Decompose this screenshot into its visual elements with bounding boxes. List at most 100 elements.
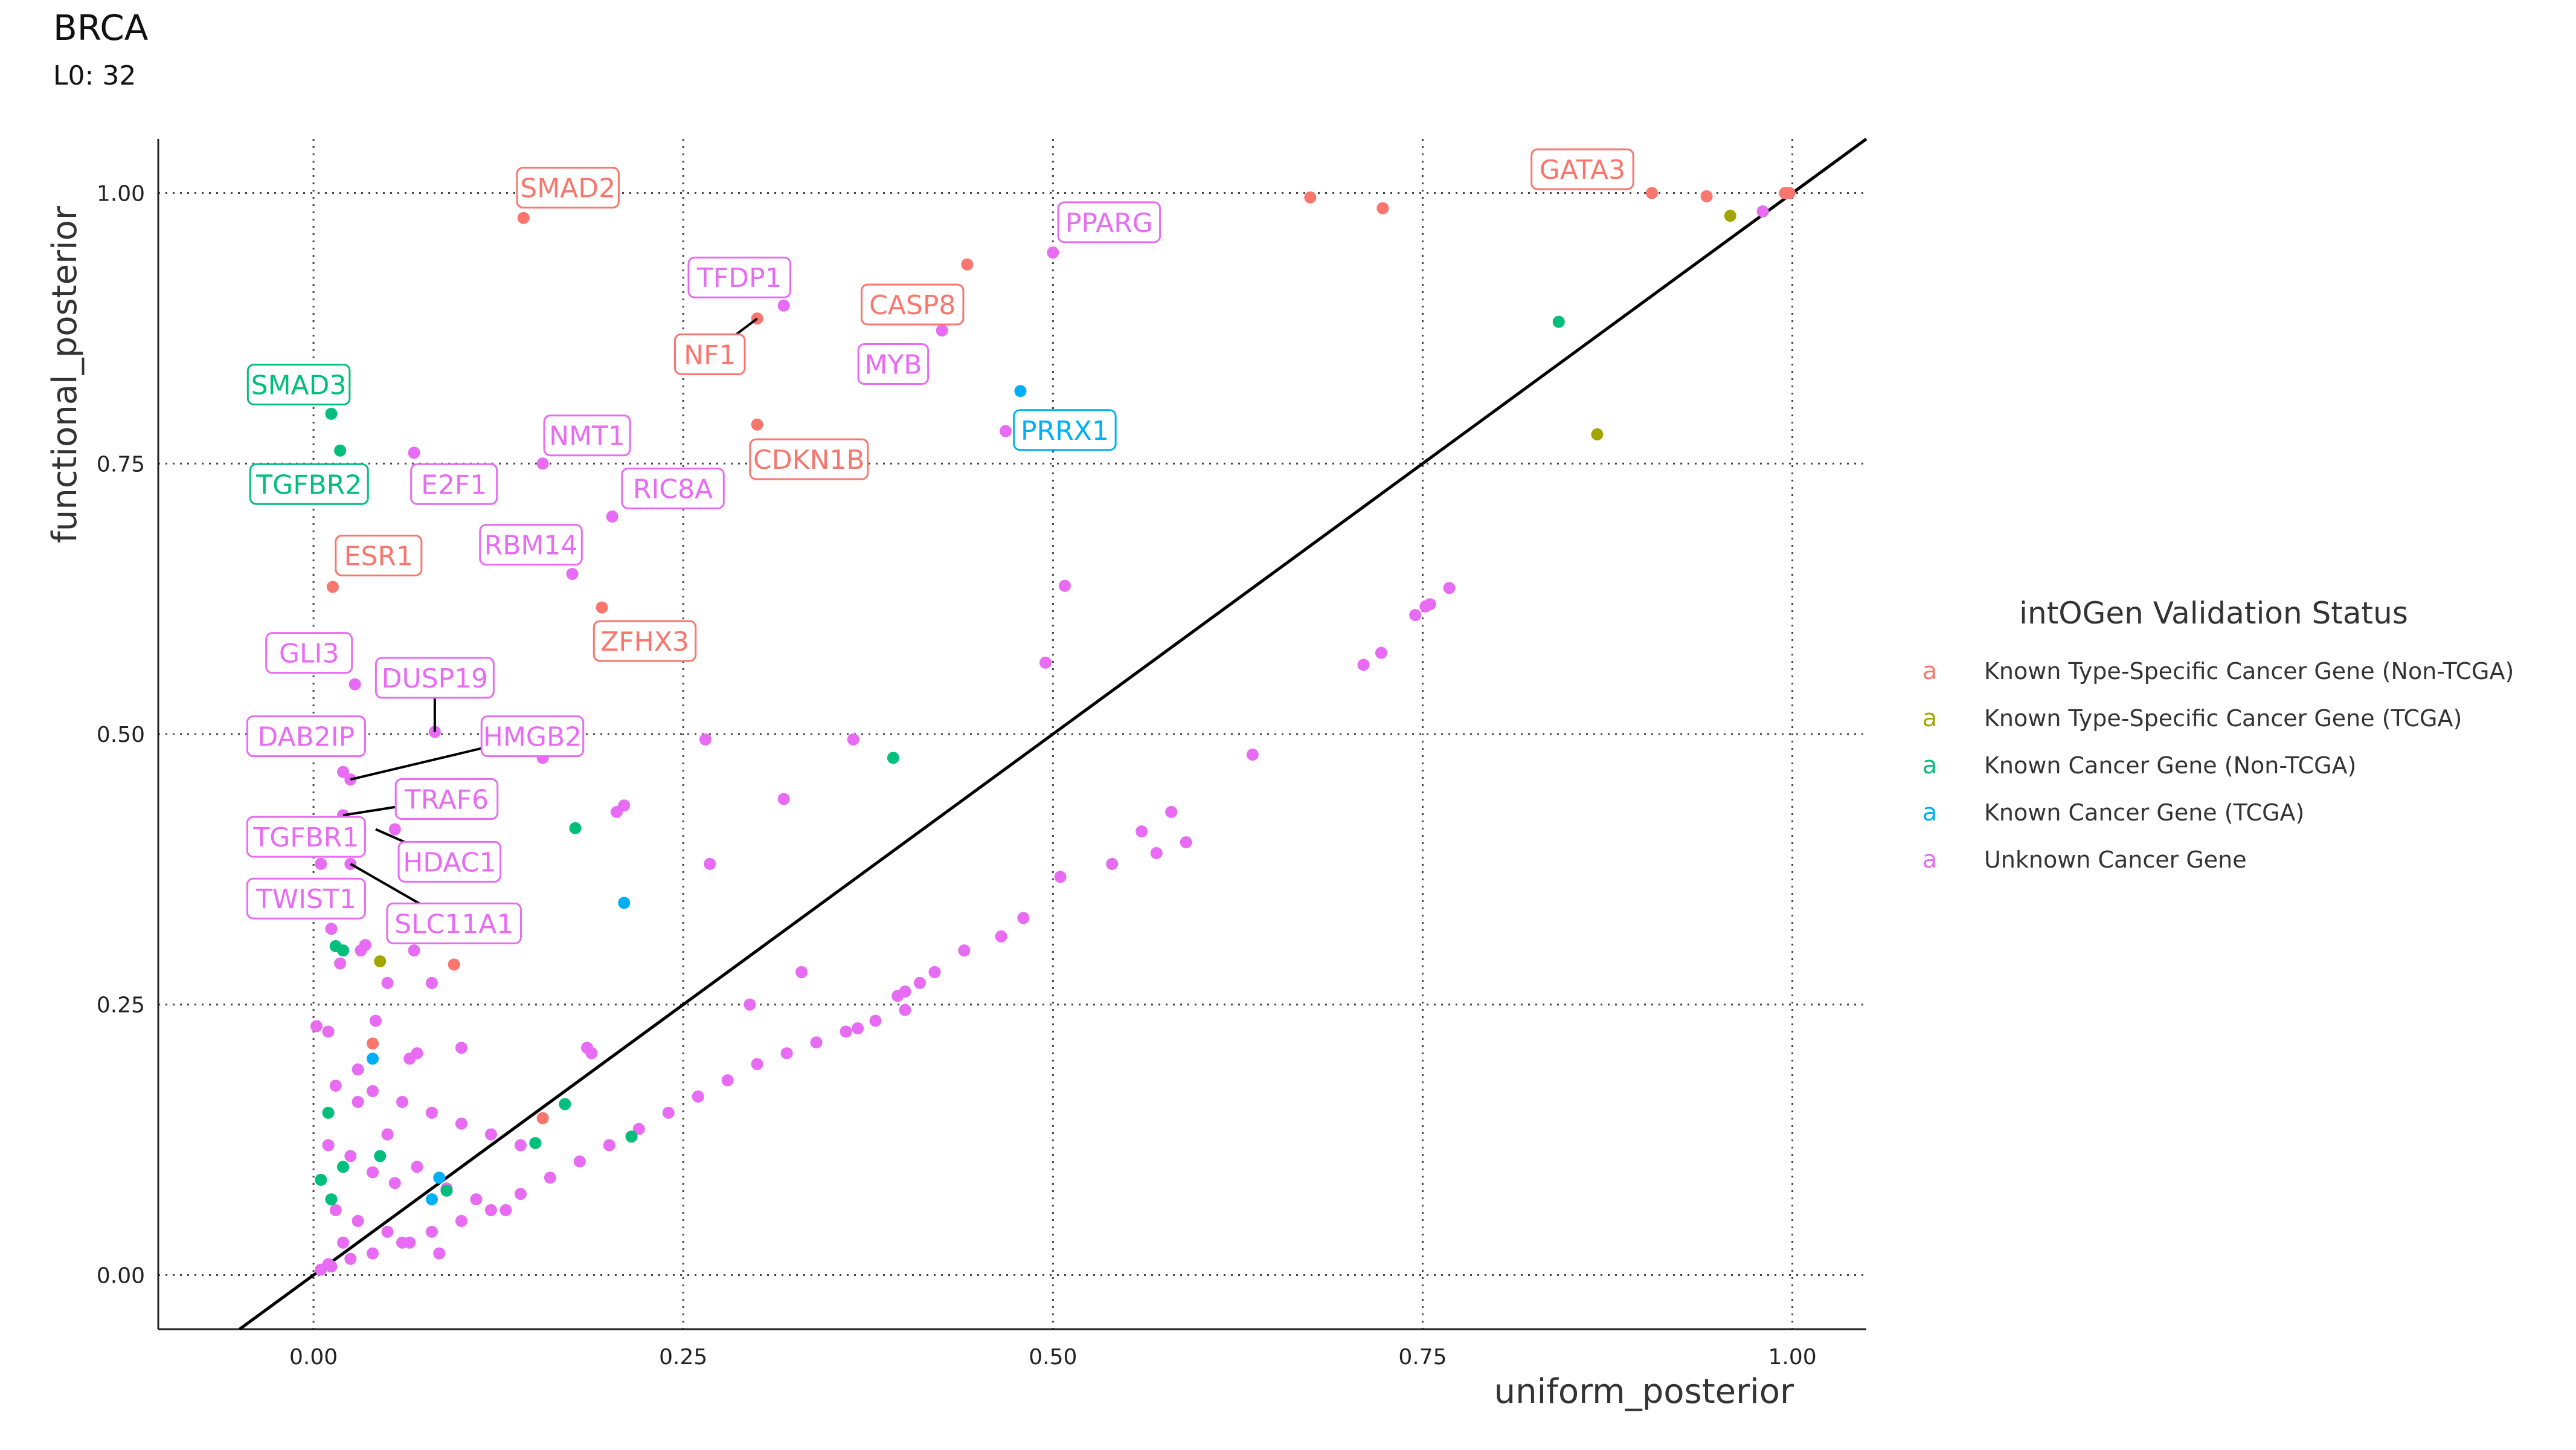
gene-label-box <box>374 657 495 699</box>
data-point <box>369 1014 382 1027</box>
data-point <box>1756 205 1769 218</box>
data-point <box>744 998 756 1011</box>
gene-label-box <box>480 715 585 758</box>
data-point <box>315 857 327 870</box>
gene-label-box <box>246 715 366 758</box>
data-point <box>573 1155 586 1168</box>
data-point <box>440 1184 453 1197</box>
data-point <box>780 1047 793 1060</box>
data-point <box>1304 191 1317 204</box>
data-point <box>344 1150 357 1162</box>
gene-label-box <box>386 902 522 944</box>
data-point <box>514 1188 527 1200</box>
gene-label-box <box>479 524 583 566</box>
data-point <box>425 976 438 989</box>
data-point <box>329 1204 342 1216</box>
data-point <box>1409 609 1422 621</box>
gene-label-text: SLC11A1 <box>394 909 513 939</box>
data-point <box>1165 805 1178 818</box>
data-point <box>1135 825 1148 838</box>
legend-entry-label: Known Cancer Gene (Non-TCGA) <box>1984 752 2356 779</box>
data-point <box>381 976 394 989</box>
legend-title: intOGen Validation Status <box>2019 596 2408 631</box>
data-point <box>869 1014 882 1027</box>
data-point <box>662 1106 675 1119</box>
data-point <box>337 1236 350 1249</box>
gene-label-box <box>857 343 930 385</box>
gene-label-text: NF1 <box>684 340 736 370</box>
data-point <box>344 1252 357 1265</box>
x-tick-label: 0.75 <box>1398 1345 1447 1370</box>
gene-label-box <box>516 167 620 209</box>
gene-label-box <box>860 283 965 326</box>
data-point <box>517 211 530 224</box>
gene-label-box <box>265 632 353 674</box>
y-tick-label: 0.50 <box>97 723 145 747</box>
gene-label-box <box>593 620 697 662</box>
x-axis-title: uniform_posterior <box>1494 1372 1794 1411</box>
data-point <box>928 966 941 978</box>
data-point <box>470 1193 483 1206</box>
axes <box>157 139 1866 1330</box>
data-point <box>367 1247 379 1260</box>
data-point <box>751 1058 763 1071</box>
data-point <box>388 1177 401 1190</box>
identity-line <box>239 137 1868 1331</box>
gene-label-box <box>397 840 502 883</box>
legend-entry-label: Unknown Cancer Gene <box>1984 846 2247 873</box>
data-point <box>1180 836 1192 849</box>
data-point <box>425 1106 438 1119</box>
data-point <box>536 457 549 470</box>
data-point <box>425 1225 438 1238</box>
data-point <box>699 733 711 746</box>
gene-label-text: CASP8 <box>869 290 956 321</box>
gene-label-box <box>394 778 499 820</box>
gene-label-text: GATA3 <box>1540 155 1625 185</box>
data-point <box>334 957 347 970</box>
data-point <box>1591 428 1604 440</box>
data-point <box>1054 871 1067 883</box>
data-point <box>322 1139 335 1152</box>
tick-labels: 0.00 0.25 0.50 0.75 1.00 0.00 0.25 0.50 0.75 1.00 <box>97 182 1817 1370</box>
data-point <box>777 299 790 312</box>
gene-label-box <box>1531 148 1634 190</box>
data-point <box>408 446 420 459</box>
data-point <box>425 1193 438 1206</box>
gene-label-box <box>543 414 631 457</box>
gene-label-text: TGFBR1 <box>252 822 359 853</box>
gene-label-text: DUSP19 <box>382 663 489 694</box>
data-point <box>411 1161 423 1173</box>
gene-label-text: E2F1 <box>421 469 487 500</box>
gene-label-text: NMT1 <box>549 421 625 452</box>
data-point <box>1150 847 1163 859</box>
y-axis-title: functional_posterior <box>45 205 85 543</box>
data-point <box>1645 187 1658 199</box>
gene-label-text: ESR1 <box>344 541 413 572</box>
data-point <box>596 601 608 614</box>
data-point <box>810 1036 823 1049</box>
data-point <box>1783 187 1796 199</box>
data-point <box>499 1204 512 1216</box>
legend-key: a <box>1922 704 1938 732</box>
data-point <box>1443 582 1456 594</box>
data-point <box>704 857 716 870</box>
data-point <box>348 678 361 691</box>
gene-label-text: RBM14 <box>484 530 578 561</box>
gene-label-box <box>246 816 366 858</box>
x-tick-label: 0.50 <box>1029 1345 1077 1370</box>
data-point <box>396 1236 408 1249</box>
data-point <box>514 1139 527 1152</box>
legend: intOGen Validation Status a Known Type-Sp… <box>1922 596 2514 874</box>
gene-label-box <box>246 364 351 406</box>
data-point <box>315 1173 327 1186</box>
data-point <box>847 733 859 746</box>
data-point <box>367 1166 379 1179</box>
chart-subtitle: L0: 32 <box>53 60 136 91</box>
gene-label-box <box>1057 201 1161 243</box>
y-tick-label: 0.75 <box>97 452 145 477</box>
data-point <box>352 1095 364 1108</box>
data-point <box>958 944 971 957</box>
data-point <box>1375 646 1387 659</box>
data-point <box>1724 210 1736 222</box>
gene-label-box <box>621 467 725 509</box>
